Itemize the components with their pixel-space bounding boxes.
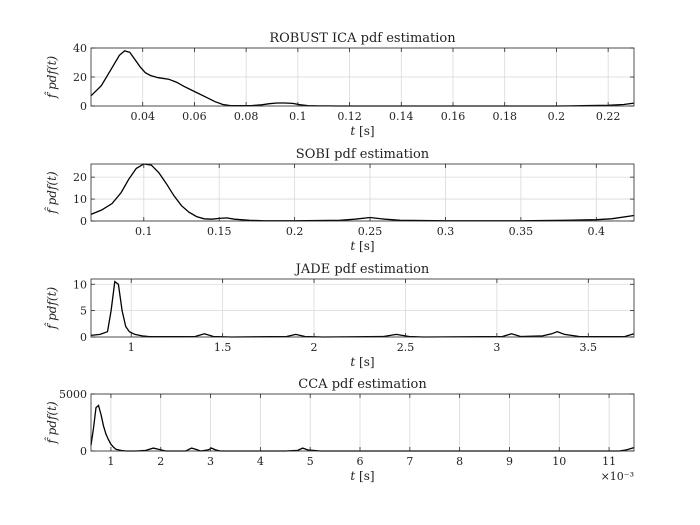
x-tick-label: 0.08 — [234, 110, 259, 123]
x-tick-label: 0.1 — [135, 225, 153, 238]
axes-box — [90, 278, 635, 338]
x-tick-label: 7 — [406, 455, 413, 468]
plot-area — [91, 394, 634, 451]
x-tick-label: 0.16 — [441, 110, 466, 123]
x-tick-label: 0.1 — [289, 110, 307, 123]
x-tick-label: 0.2 — [286, 225, 304, 238]
chart-panel-4: 1 2 3 4 5 6 7 8 9 10 11 0 5000 CCA pdf estimation t [s… — [43, 377, 635, 483]
x-tick-label: 0.25 — [358, 225, 383, 238]
x-tick-label: 9 — [506, 455, 513, 468]
y-axis-label: f̂ pdf(t) — [43, 171, 59, 215]
x-tick-label: 0.35 — [509, 225, 534, 238]
y-axis-label: f̂ pdf(t) — [43, 401, 59, 445]
x-tick-label: 4 — [257, 455, 264, 468]
x-tick-label: 0.04 — [130, 110, 155, 123]
x-tick-label: 3 — [493, 341, 500, 354]
chart-panel-3: 1 1.5 2 2.5 3 3.5 0 5 10 JADE pdf estimation t [s]… — [43, 262, 635, 369]
y-tick-label: 10 — [73, 278, 87, 291]
x-axis-label: t [s] — [350, 124, 374, 138]
x-tick-label: 0.14 — [389, 110, 414, 123]
y-tick-label: 20 — [73, 171, 87, 184]
x-axis-label: t [s] — [350, 239, 374, 253]
pdf-curve — [90, 404, 635, 452]
y-axis-label: f̂ pdf(t) — [43, 56, 59, 100]
chart-title: JADE pdf estimation — [294, 262, 430, 277]
x-tick-label: 0.06 — [182, 110, 207, 123]
plot-area — [91, 164, 634, 221]
y-tick-label: 0 — [80, 100, 87, 113]
y-tick-label: 5000 — [59, 388, 87, 401]
chart-title: ROBUST ICA pdf estimation — [269, 31, 456, 46]
y-axis-label: f̂ pdf(t) — [43, 287, 59, 331]
x-tick-label: 10 — [552, 455, 566, 468]
x-tick-label: 1 — [128, 341, 135, 354]
x-tick-label: 8 — [456, 455, 463, 468]
x-tick-label: 6 — [357, 455, 364, 468]
x-tick-label: 1 — [107, 455, 114, 468]
x-tick-label: 11 — [602, 455, 616, 468]
chart-panel-2: 0.1 0.15 0.2 0.25 0.3 0.35 0.4 0 10 20 SOBI pdf es… — [43, 147, 635, 253]
x-axis-label: t [s] — [350, 355, 374, 369]
y-tick-label: 40 — [73, 42, 87, 55]
x-tick-label: 0.15 — [207, 225, 232, 238]
y-tick-label: 5 — [80, 305, 87, 318]
axes-box — [90, 393, 635, 452]
chart-panel-1: 0.04 0.06 0.08 0.1 0.12 0.14 0.16 0.18 0.2 0.22 0 2… — [43, 31, 635, 138]
y-tick-label: 0 — [80, 445, 87, 458]
axes-box — [90, 163, 635, 222]
pdf-curve — [90, 280, 635, 338]
x-tick-label: 1.5 — [214, 341, 232, 354]
x-axis-multiplier: ×10⁻³ — [601, 470, 634, 483]
y-tick-label: 10 — [73, 193, 87, 206]
x-tick-label: 3.5 — [580, 341, 598, 354]
x-tick-label: 0.22 — [596, 110, 621, 123]
chart-title: CCA pdf estimation — [298, 377, 427, 392]
x-tick-label: 0.4 — [588, 225, 606, 238]
x-tick-label: 2.5 — [397, 341, 415, 354]
x-tick-label: 5 — [307, 455, 314, 468]
x-tick-label: 3 — [207, 455, 214, 468]
y-tick-label: 20 — [73, 71, 87, 84]
x-axis-label: t [s] — [350, 469, 374, 483]
y-tick-label: 0 — [80, 215, 87, 228]
x-tick-label: 0.3 — [437, 225, 455, 238]
y-tick-label: 0 — [80, 331, 87, 344]
plot-area — [91, 279, 634, 337]
x-tick-label: 0.18 — [492, 110, 517, 123]
x-tick-label: 2 — [311, 341, 318, 354]
x-tick-label: 2 — [157, 455, 164, 468]
x-tick-label: 0.12 — [337, 110, 362, 123]
chart-title: SOBI pdf estimation — [296, 147, 430, 162]
x-tick-label: 0.2 — [548, 110, 566, 123]
